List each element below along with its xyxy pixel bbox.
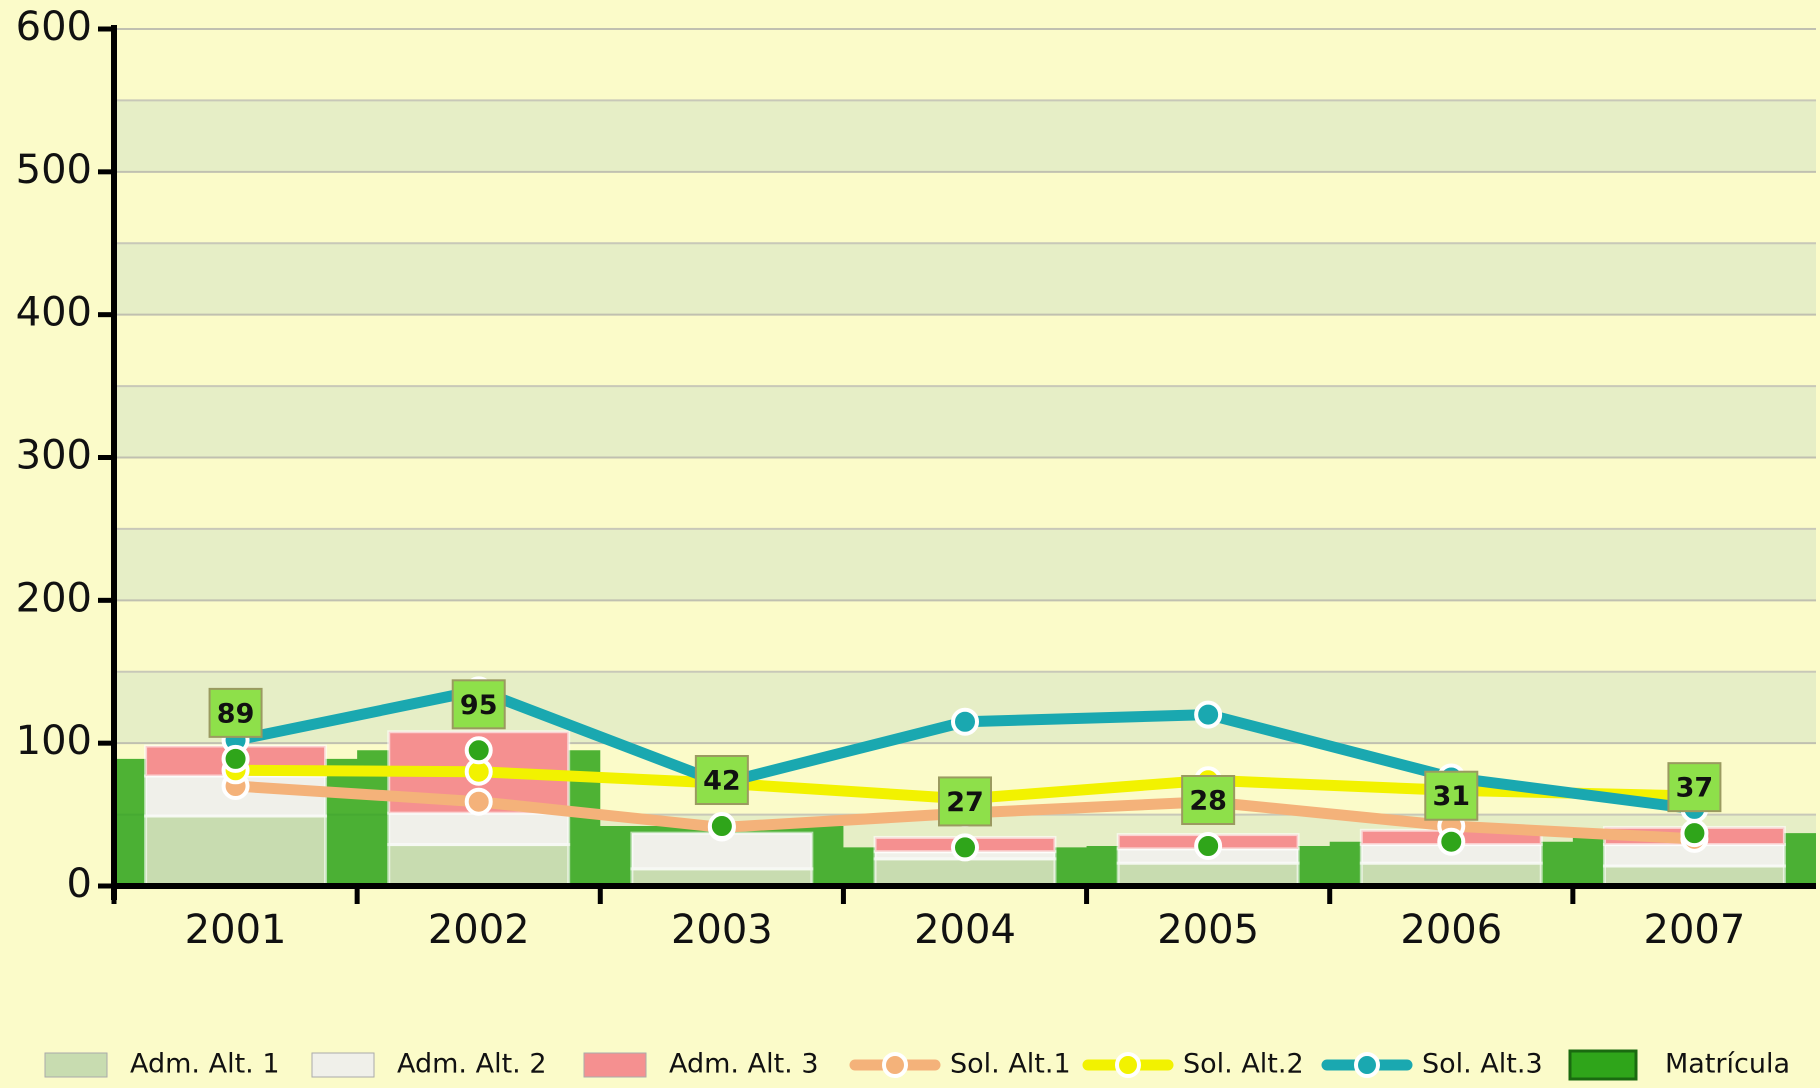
y-tick-label: 100	[16, 718, 92, 764]
bar	[144, 814, 328, 888]
point	[464, 787, 493, 816]
x-tick-label: 2006	[1400, 907, 1502, 953]
x-tick-label: 2003	[671, 907, 773, 953]
bar	[387, 843, 571, 888]
x-tick-label: 2005	[1157, 907, 1259, 953]
legend-label: Sol. Alt.3	[1422, 1049, 1543, 1080]
band	[114, 100, 1816, 172]
y-tick-label: 400	[16, 290, 92, 336]
legend-swatch	[583, 1052, 647, 1078]
legend-label: Adm. Alt. 1	[130, 1049, 280, 1080]
legend-label: Sol. Alt.2	[1183, 1049, 1304, 1080]
bar	[630, 831, 814, 871]
value-label-box	[208, 687, 263, 738]
point	[707, 812, 736, 841]
legend-point	[1354, 1052, 1380, 1078]
value-label: 31	[1432, 781, 1470, 812]
legend-label: Adm. Alt. 3	[669, 1049, 819, 1080]
value-label: 42	[703, 766, 741, 797]
bar	[387, 811, 571, 847]
legend-label: Adm. Alt. 2	[397, 1049, 547, 1080]
value-label: 95	[460, 690, 498, 721]
legend-point	[882, 1052, 908, 1078]
value-label-box	[1424, 770, 1479, 821]
value-label-box	[1667, 762, 1722, 813]
x-tick-label: 2001	[185, 907, 287, 953]
band	[114, 243, 1816, 315]
value-label: 89	[217, 698, 255, 729]
point	[951, 707, 979, 736]
bar	[873, 857, 1057, 888]
point	[1194, 832, 1223, 861]
legend-swatch	[1568, 1049, 1638, 1081]
point	[1437, 827, 1466, 856]
legend-label: Matrícula	[1665, 1049, 1790, 1080]
bar	[1116, 861, 1300, 888]
y-tick-label: 600	[16, 4, 92, 50]
value-label-box	[694, 755, 749, 806]
band	[114, 386, 1816, 458]
value-label: 37	[1676, 773, 1714, 804]
x-tick-label: 2002	[428, 907, 530, 953]
y-tick-label: 0	[67, 861, 92, 907]
band	[114, 528, 1816, 601]
value-label-box	[938, 776, 992, 827]
x-tick-label: 2007	[1644, 907, 1746, 953]
point	[221, 744, 250, 773]
legend-point	[1115, 1052, 1141, 1078]
legend-swatch	[44, 1052, 108, 1078]
legend-swatch	[311, 1052, 375, 1078]
point	[1680, 819, 1709, 848]
point	[1194, 700, 1223, 729]
bar	[1359, 861, 1543, 888]
value-label-box	[1181, 775, 1236, 826]
y-tick-label: 200	[16, 575, 92, 621]
value-label: 28	[1189, 786, 1227, 817]
legend-label: Sol. Alt.1	[950, 1049, 1071, 1080]
x-tick-label: 2004	[914, 907, 1016, 953]
value-label-box	[451, 679, 506, 730]
y-tick-label: 300	[16, 433, 92, 479]
point	[464, 736, 493, 765]
value-label: 27	[946, 787, 984, 818]
y-tick-label: 500	[16, 147, 92, 193]
point	[951, 833, 979, 862]
